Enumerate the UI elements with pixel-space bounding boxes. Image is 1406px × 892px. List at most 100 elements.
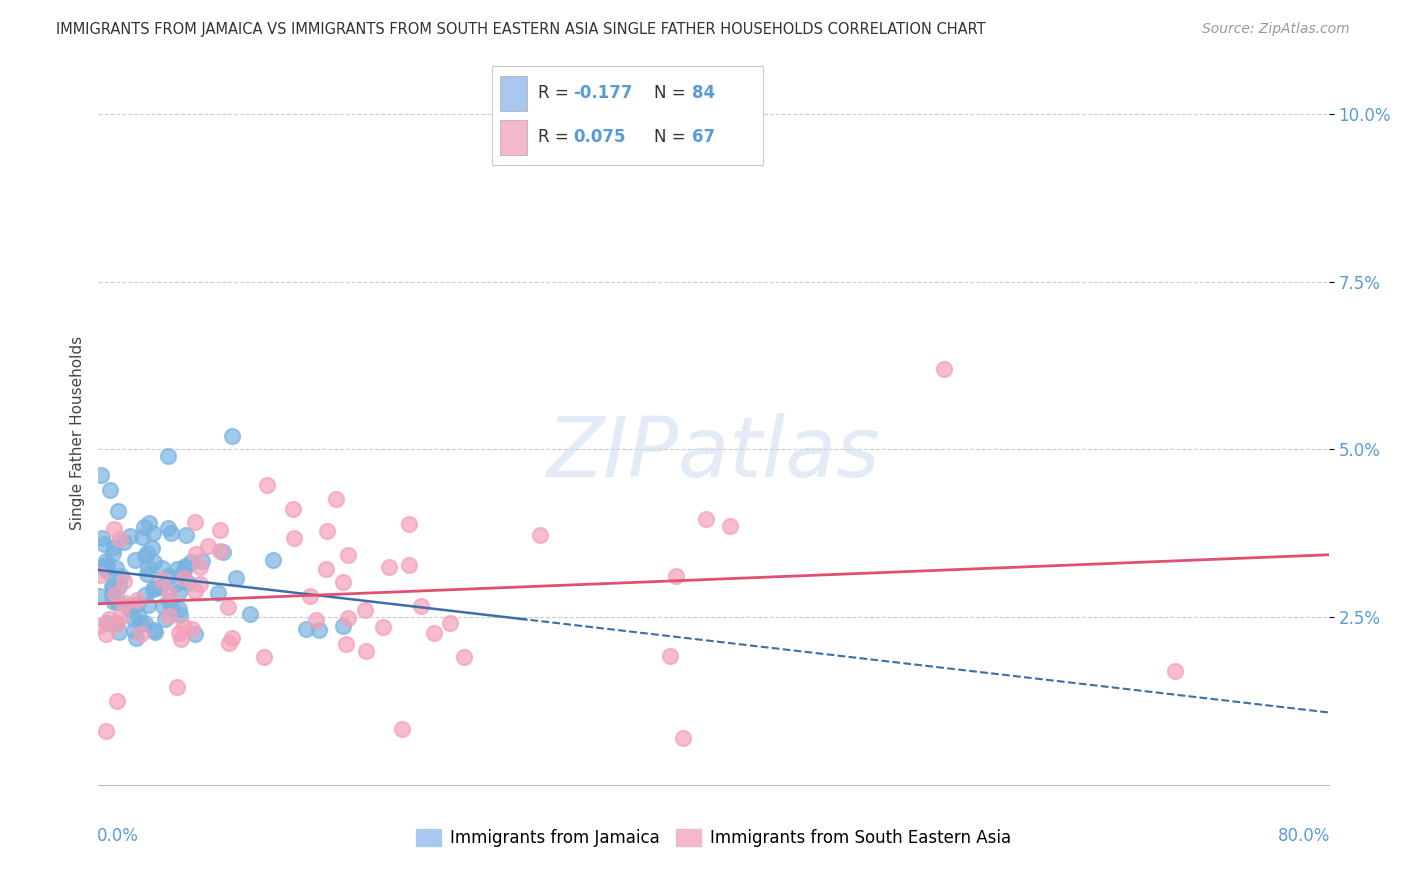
Point <box>934 362 956 376</box>
Point <box>209 523 232 537</box>
Point <box>283 502 305 516</box>
Point <box>160 525 183 540</box>
Point <box>91 531 114 545</box>
FancyBboxPatch shape <box>501 76 527 111</box>
Point <box>134 615 156 630</box>
Point <box>283 531 305 545</box>
Point <box>112 535 135 549</box>
Point <box>103 540 125 554</box>
Point <box>217 600 239 615</box>
Point <box>225 571 247 585</box>
Point <box>173 619 195 633</box>
Point <box>167 601 190 615</box>
Point <box>105 694 128 708</box>
Point <box>105 616 128 631</box>
Point <box>184 547 207 561</box>
Point <box>98 483 121 497</box>
Text: R =: R = <box>538 128 574 146</box>
Point <box>101 580 124 594</box>
Point <box>169 626 191 640</box>
Point <box>173 571 195 585</box>
Point <box>136 599 159 613</box>
Point <box>96 560 118 574</box>
Point <box>184 515 207 529</box>
Point <box>298 589 321 603</box>
Text: 84: 84 <box>692 84 716 102</box>
Point <box>134 589 156 603</box>
Point <box>94 724 117 739</box>
Point <box>180 622 202 636</box>
Point <box>112 574 135 588</box>
Text: 80.0%: 80.0% <box>1278 827 1330 846</box>
Point <box>252 649 274 664</box>
Point <box>453 649 475 664</box>
Point <box>398 558 420 572</box>
Point <box>166 680 188 694</box>
Point <box>316 524 339 538</box>
Point <box>170 632 193 646</box>
Point <box>125 631 148 645</box>
Point <box>174 561 197 575</box>
Point <box>176 576 198 591</box>
Point <box>129 627 152 641</box>
Point <box>672 731 695 745</box>
Point <box>96 564 118 578</box>
Point <box>90 468 112 483</box>
Point <box>423 625 446 640</box>
Point <box>191 554 214 568</box>
Point <box>262 553 284 567</box>
Point <box>118 601 141 615</box>
Point <box>124 553 146 567</box>
Point <box>188 576 211 591</box>
Point <box>110 569 132 583</box>
Point <box>107 504 129 518</box>
Point <box>354 643 377 657</box>
Point <box>103 546 125 560</box>
Point <box>335 637 357 651</box>
Point <box>96 627 118 641</box>
FancyBboxPatch shape <box>501 120 527 155</box>
Point <box>391 723 413 737</box>
Point <box>207 586 229 600</box>
Point <box>136 545 159 559</box>
Point <box>377 560 399 574</box>
Point <box>142 582 165 596</box>
Point <box>156 449 179 463</box>
Point <box>101 579 124 593</box>
Point <box>108 579 131 593</box>
Point <box>136 567 159 582</box>
Text: ZIPatlas: ZIPatlas <box>547 413 880 494</box>
Point <box>150 560 173 574</box>
Point <box>152 599 174 613</box>
Point <box>167 585 190 599</box>
Point <box>157 569 180 583</box>
Point <box>398 516 420 531</box>
Point <box>529 527 551 541</box>
Point <box>114 596 136 610</box>
Point <box>157 594 180 608</box>
Point <box>122 623 145 637</box>
Point <box>184 627 207 641</box>
Text: Source: ZipAtlas.com: Source: ZipAtlas.com <box>1202 22 1350 37</box>
Point <box>89 618 111 632</box>
Point <box>162 601 184 615</box>
Point <box>169 608 191 623</box>
Point <box>212 545 235 559</box>
Point <box>142 526 165 541</box>
Point <box>89 567 111 582</box>
Point <box>718 519 741 533</box>
Point <box>155 612 177 626</box>
Point <box>371 620 394 634</box>
Text: N =: N = <box>654 128 692 146</box>
Point <box>127 607 149 622</box>
Text: 67: 67 <box>692 128 716 146</box>
Point <box>184 583 207 598</box>
Point <box>96 558 118 572</box>
Point <box>141 541 163 555</box>
Text: R =: R = <box>538 84 574 102</box>
Point <box>209 543 232 558</box>
Point <box>136 560 159 574</box>
Point <box>157 520 180 534</box>
Point <box>150 574 173 588</box>
Text: N =: N = <box>654 84 692 102</box>
